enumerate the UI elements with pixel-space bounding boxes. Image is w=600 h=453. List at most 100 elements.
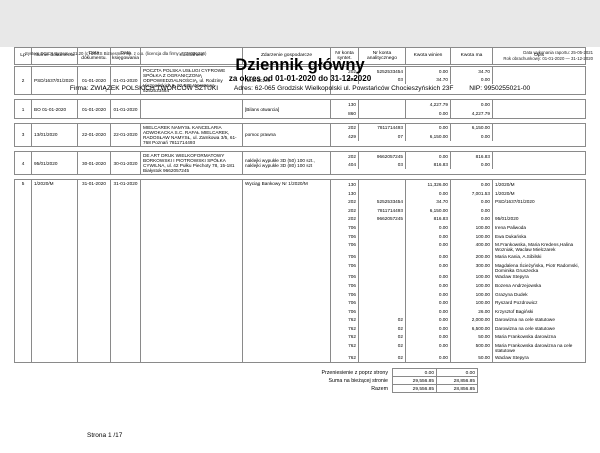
amount-credit: 500.00 bbox=[451, 341, 493, 354]
entry-lines: 202 9662057245 0.00 816.83 404 03 816.83 0.00 bbox=[331, 152, 585, 174]
account-synthetic: 706 bbox=[331, 289, 359, 299]
line-description: Waclaw Stepyra bbox=[495, 274, 529, 280]
posting-date: 30-01-2020 bbox=[111, 152, 141, 175]
amount-debit: 0.00 bbox=[406, 223, 451, 232]
summary-debit: 29,556.85 bbox=[392, 383, 437, 393]
amount-debit: 816.83 bbox=[406, 214, 451, 224]
line-description: Krzysztof Bagiński bbox=[495, 308, 534, 314]
amount-credit: 100.00 bbox=[451, 272, 493, 282]
entry-line: 404 03 816.83 0.00 bbox=[331, 160, 585, 170]
entry-line: 706 0.00 26.00 Krzysztof Bagiński bbox=[331, 307, 585, 316]
account-synthetic: 202 bbox=[331, 152, 359, 161]
line-description: Waclaw Stepyra bbox=[495, 354, 529, 360]
account-synthetic: 202 bbox=[331, 214, 359, 224]
amount-credit: 7,001.53 bbox=[451, 189, 493, 198]
account-synthetic: 706 bbox=[331, 307, 359, 316]
entry-line: 202 7811714493 6,150.00 0.00 bbox=[331, 206, 585, 215]
amount-credit: 0.00 bbox=[451, 214, 493, 224]
amount-credit: 34.70 bbox=[451, 67, 493, 76]
journal-entry: 5 1/2020/M 31-01-2020 31-01-2020 Wyciąg Bank… bbox=[14, 179, 586, 363]
amount-debit: 0.00 bbox=[406, 289, 451, 299]
line-description bbox=[493, 161, 585, 170]
posting-date: 01-01-2020 bbox=[111, 67, 141, 95]
summary-credit: 28,856.85 bbox=[436, 383, 478, 393]
account-analytic: 02 bbox=[359, 332, 406, 342]
document-date: 01-01-2020 bbox=[78, 100, 111, 118]
amount-credit: 6,500.00 bbox=[451, 324, 493, 333]
amount-debit: 0.00 bbox=[406, 152, 451, 161]
account-synthetic: 202 bbox=[331, 123, 359, 133]
document-date: 22-01-2020 bbox=[78, 123, 111, 147]
amount-debit: 34.70 bbox=[406, 197, 451, 207]
account-analytic bbox=[359, 189, 406, 198]
col-posting-date: Data księgowania bbox=[111, 48, 141, 64]
entry-lines: 202 7811714493 0.00 6,150.00 429 07 6,150.00 0.… bbox=[331, 123, 585, 146]
account-analytic bbox=[359, 231, 406, 241]
entry-line: 202 7811714493 0.00 6,150.00 bbox=[331, 123, 585, 133]
amount-credit: 400.00 bbox=[451, 240, 493, 253]
account-analytic: 02 bbox=[359, 315, 406, 325]
amount-credit: 100.00 bbox=[451, 298, 493, 308]
account-analytic bbox=[359, 240, 406, 253]
document-number: BO 01-01-2020 bbox=[32, 100, 78, 118]
col-account-synthetic: Nr konta syntet. bbox=[331, 48, 359, 64]
summary-table: Przeniesienie z poprz strony 0.00 0.00 Suma… bbox=[14, 367, 478, 393]
account-synthetic: 762 bbox=[331, 353, 359, 362]
amount-debit: 0.00 bbox=[406, 298, 451, 308]
amount-debit: 34.70 bbox=[406, 75, 451, 85]
entry-lines: 130 4,227.79 0.00 860 0.00 4,227.79 bbox=[331, 100, 585, 118]
journal-entry: 1 BO 01-01-2020 01-01-2020 01-01-2020 [Bilan… bbox=[14, 99, 586, 119]
account-synthetic: 706 bbox=[331, 231, 359, 241]
account-analytic bbox=[359, 298, 406, 308]
business-event: neoznaczek bbox=[243, 67, 331, 95]
account-analytic: 5252533454 bbox=[359, 197, 406, 207]
entry-line: 762 02 0.00 50.00 Maria Frankowska darowizna bbox=[331, 332, 585, 342]
lp-cell: 2 bbox=[15, 67, 32, 95]
line-description: PSD/1637/01/2020 bbox=[495, 199, 535, 205]
company-nip: NIP: 9950255021-00 bbox=[469, 85, 531, 92]
col-amount-credit: Kwota ma bbox=[451, 48, 493, 64]
contractor bbox=[141, 100, 243, 118]
amount-debit: 0.00 bbox=[406, 272, 451, 282]
account-analytic bbox=[359, 223, 406, 232]
account-analytic bbox=[359, 109, 406, 118]
account-analytic: 9662057245 bbox=[359, 214, 406, 224]
account-analytic bbox=[359, 260, 406, 273]
journal-entry: 2 PSD/1637/01/2020 01-01-2020 01-01-2020 POC… bbox=[14, 66, 586, 96]
line-description bbox=[493, 124, 585, 133]
account-analytic: 7811714493 bbox=[359, 206, 406, 215]
amount-credit: 0.00 bbox=[451, 206, 493, 215]
account-synthetic: 202 bbox=[331, 197, 359, 207]
amount-debit: 0.00 bbox=[406, 315, 451, 325]
amount-credit: 50.00 bbox=[451, 353, 493, 362]
account-synthetic: 404 bbox=[331, 160, 359, 170]
entry-line: 762 02 0.00 50.00 Waclaw Stepyra bbox=[331, 353, 585, 362]
entry-line: 429 03 34.70 0.00 bbox=[331, 75, 585, 85]
posting-date: 31-01-2020 bbox=[111, 180, 141, 362]
line-description: Bozena Andrzejowska bbox=[495, 282, 542, 288]
document-number: 95/01/2020 bbox=[32, 152, 78, 175]
report-period: za okres od 01-01-2020 do 31-12-2020 bbox=[228, 74, 372, 83]
amount-credit: 26.00 bbox=[451, 307, 493, 316]
entry-line: 706 0.00 100.00 Waclaw Stepyra bbox=[331, 272, 585, 282]
amount-debit: 4,227.79 bbox=[406, 100, 451, 110]
entry-line: 860 0.00 4,227.79 bbox=[331, 109, 585, 118]
document-number: 13/01/2020 bbox=[32, 123, 78, 147]
posting-date: 22-01-2020 bbox=[111, 123, 141, 147]
table-body: 2 PSD/1637/01/2020 01-01-2020 01-01-2020 POC… bbox=[14, 66, 586, 363]
account-synthetic: 130 bbox=[331, 180, 359, 189]
col-document-number: Numer dokumentu bbox=[32, 48, 78, 64]
line-description bbox=[493, 109, 585, 118]
line-description bbox=[493, 206, 585, 215]
entry-line: 706 0.00 100.00 Irena Paliwoda bbox=[331, 223, 585, 232]
col-contractor: Kontrahent bbox=[141, 48, 243, 64]
account-synthetic: 860 bbox=[331, 109, 359, 118]
account-analytic: 7811714493 bbox=[359, 123, 406, 133]
entry-line: 130 0.00 7,001.53 1/2020/M bbox=[331, 189, 585, 198]
account-synthetic: 762 bbox=[331, 341, 359, 354]
document-date: 30-01-2020 bbox=[78, 152, 111, 175]
line-description: Maria Frankowska darowizna bbox=[495, 334, 556, 340]
lp-cell: 3 bbox=[15, 123, 32, 147]
table-header-row: Lp Numer dokumentu Data dokumentu. Data ksi… bbox=[14, 47, 586, 65]
account-analytic bbox=[359, 252, 406, 261]
